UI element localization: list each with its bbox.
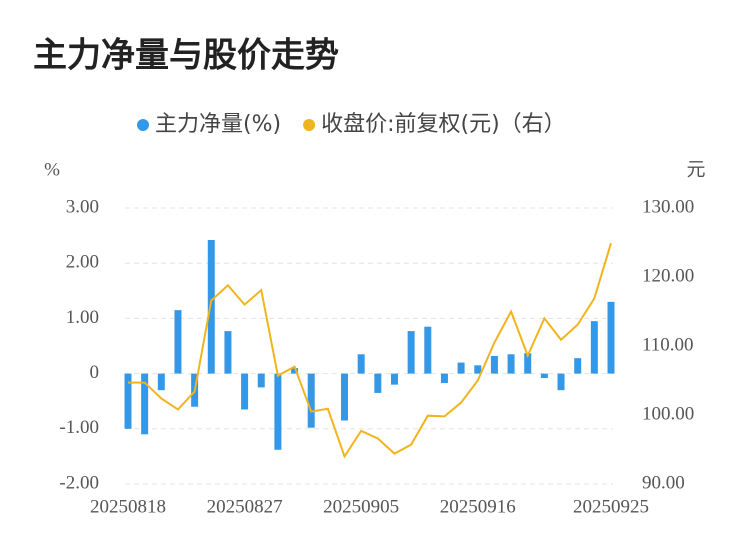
legend-marker	[303, 119, 316, 131]
bar	[241, 373, 249, 410]
x-tick-label: 20250925	[573, 496, 649, 517]
bar	[307, 373, 315, 428]
legend-marker	[137, 119, 149, 131]
bar	[507, 354, 515, 374]
bar	[590, 321, 598, 374]
bar	[207, 240, 215, 374]
y2-axis-label: 元	[686, 159, 705, 180]
bar	[440, 373, 448, 383]
bar	[124, 373, 132, 429]
bar	[174, 310, 182, 374]
bar	[390, 373, 398, 385]
bar	[607, 301, 615, 374]
bar	[357, 354, 365, 374]
y-tick-label: 0	[90, 362, 100, 383]
bar	[407, 331, 415, 374]
bar	[574, 358, 582, 374]
bar	[557, 373, 565, 391]
y2-tick-label: 90.00	[642, 472, 685, 493]
bar	[424, 326, 432, 374]
bar	[141, 373, 149, 435]
bar	[374, 373, 382, 393]
y-tick-label: -1.00	[59, 417, 99, 438]
y-tick-label: 1.00	[66, 307, 99, 328]
bar	[224, 331, 232, 374]
bar	[474, 365, 482, 374]
bar	[291, 368, 299, 374]
y-tick-label: 2.00	[66, 252, 99, 273]
x-tick-label: 20250905	[323, 496, 399, 517]
price-line	[128, 242, 612, 459]
chart-title: 主力净量与股价走势	[33, 36, 339, 76]
y2-tick-label: 120.00	[642, 265, 694, 286]
x-tick-label: 20250818	[90, 496, 166, 517]
bar	[274, 373, 282, 450]
bar	[341, 373, 349, 421]
legend-label: 收盘价:前复权(元)（右）	[321, 112, 566, 137]
legend-label: 主力净量(%)	[155, 112, 281, 137]
bar	[457, 362, 465, 374]
x-tick-label: 20250827	[207, 496, 283, 517]
bar	[490, 355, 498, 374]
bar	[157, 373, 165, 391]
bar	[257, 373, 265, 388]
x-tick-label: 20250916	[440, 496, 516, 517]
y2-tick-label: 110.00	[642, 334, 694, 355]
bar	[524, 353, 532, 374]
y-tick-label: 3.00	[66, 196, 99, 217]
y-axis-label: %	[44, 159, 60, 180]
y2-tick-label: 100.00	[642, 403, 694, 424]
y2-tick-label: 130.00	[642, 196, 694, 217]
y-tick-label: -2.00	[59, 472, 99, 493]
bar	[540, 373, 548, 379]
